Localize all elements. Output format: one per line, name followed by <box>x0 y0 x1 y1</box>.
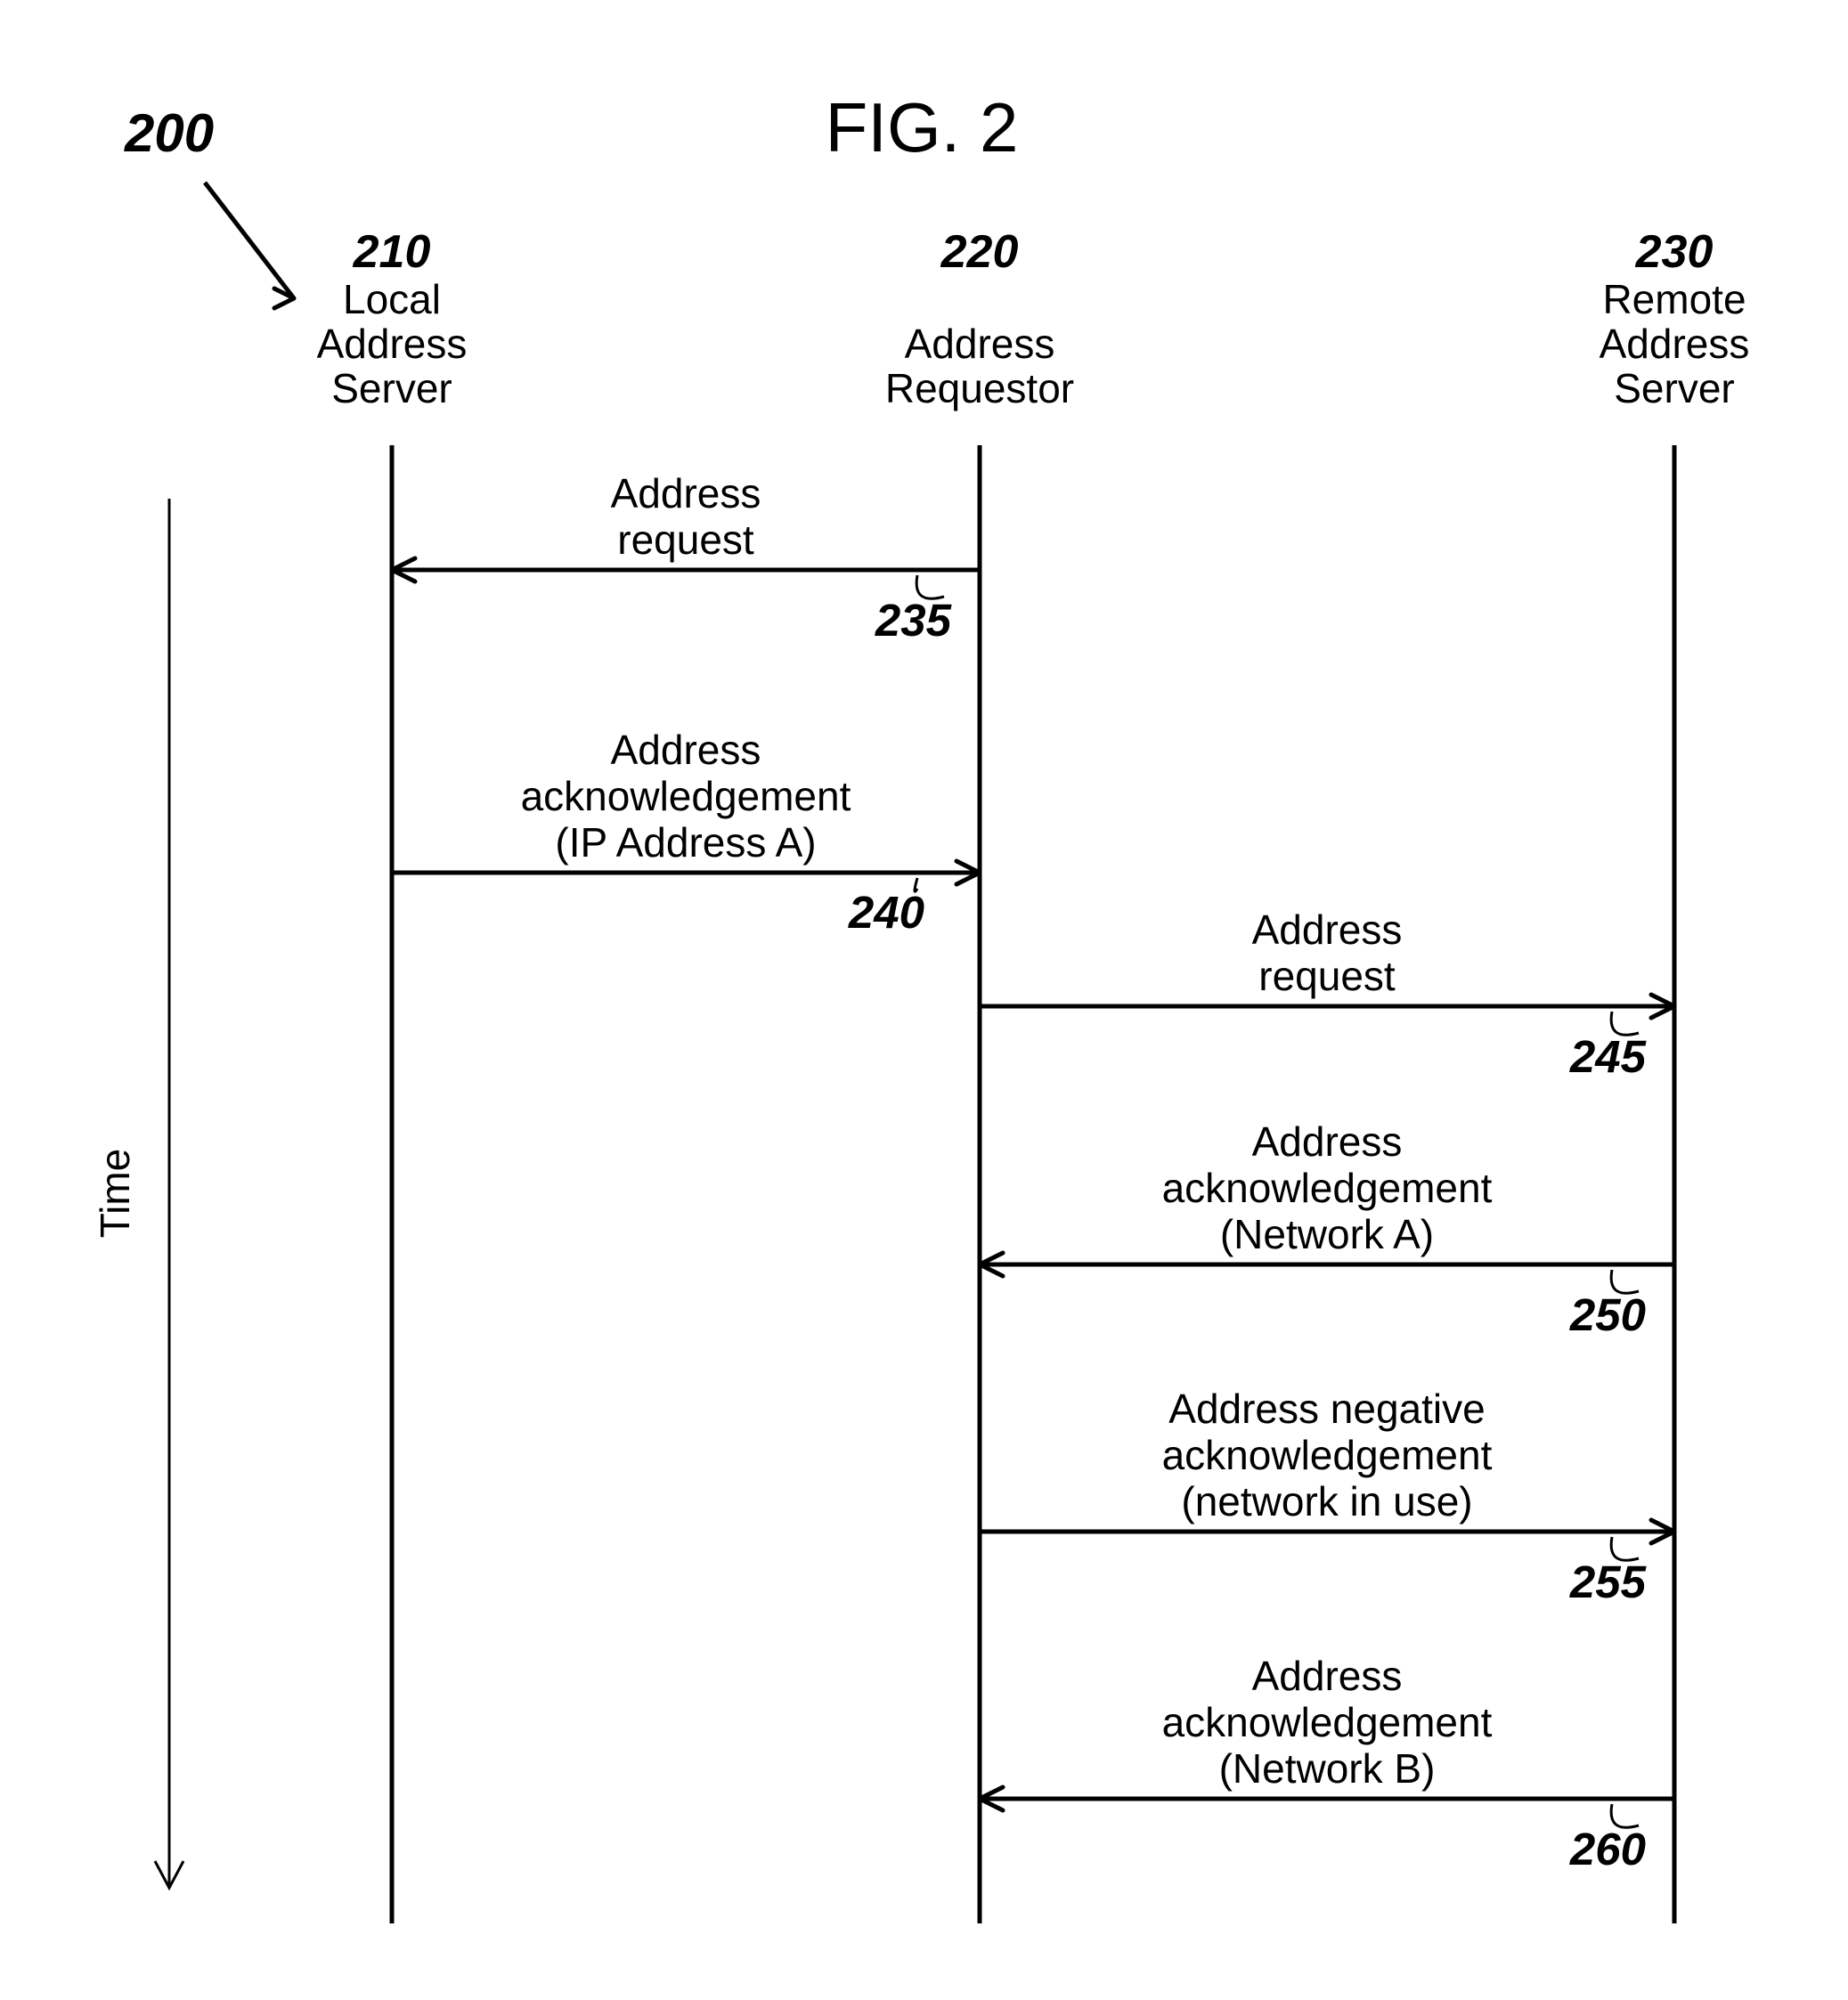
lane-title-230-line-1: Address <box>1600 321 1750 367</box>
message-245-ref-id: 245 <box>1569 1031 1647 1082</box>
figure-title: FIG. 2 <box>826 88 1019 167</box>
figure-ref-pointer <box>205 183 294 298</box>
message-255-label-0: Address negative <box>1168 1386 1485 1432</box>
message-255-ref-id: 255 <box>1569 1557 1647 1607</box>
message-245-label-0: Address <box>1252 907 1403 953</box>
message-240-label-2: (IP Address A) <box>555 819 816 866</box>
message-235-label-1: request <box>617 516 754 563</box>
message-235-label-0: Address <box>611 470 761 516</box>
message-250-ref-id: 250 <box>1569 1289 1646 1340</box>
message-255-label-1: acknowledgement <box>1162 1432 1493 1478</box>
lane-title-220-line-2: Requestor <box>885 365 1074 411</box>
message-240-ref-id: 240 <box>848 887 924 938</box>
message-260-ref-id: 260 <box>1569 1824 1646 1874</box>
lane-id-210: 210 <box>353 226 431 278</box>
lane-title-210-line-1: Address <box>317 321 468 367</box>
sequence-diagram: FIG. 2200Time210LocalAddressServer220Add… <box>0 0 1848 2000</box>
message-260-label-1: acknowledgement <box>1162 1699 1493 1745</box>
message-250-label-1: acknowledgement <box>1162 1165 1493 1211</box>
lane-title-220-line-1: Address <box>905 321 1055 367</box>
lane-title-210-line-0: Local <box>343 276 441 322</box>
lane-title-210-line-2: Server <box>331 365 452 411</box>
message-240-label-1: acknowledgement <box>521 773 851 819</box>
time-axis-label: Time <box>92 1149 138 1239</box>
message-250-label-2: (Network A) <box>1220 1211 1434 1257</box>
message-235-ref-id: 235 <box>875 595 952 646</box>
message-245-label-1: request <box>1258 953 1396 999</box>
lane-title-230-line-0: Remote <box>1602 276 1746 322</box>
message-260-label-2: (Network B) <box>1219 1745 1436 1792</box>
lane-id-220: 220 <box>940 226 1019 278</box>
message-260-label-0: Address <box>1252 1653 1403 1699</box>
lane-id-230: 230 <box>1635 226 1714 278</box>
message-240-label-0: Address <box>611 727 761 773</box>
message-255-label-2: (network in use) <box>1181 1478 1472 1524</box>
message-250-label-0: Address <box>1252 1118 1403 1165</box>
figure-ref-id: 200 <box>124 103 214 163</box>
lane-title-230-line-2: Server <box>1614 365 1734 411</box>
